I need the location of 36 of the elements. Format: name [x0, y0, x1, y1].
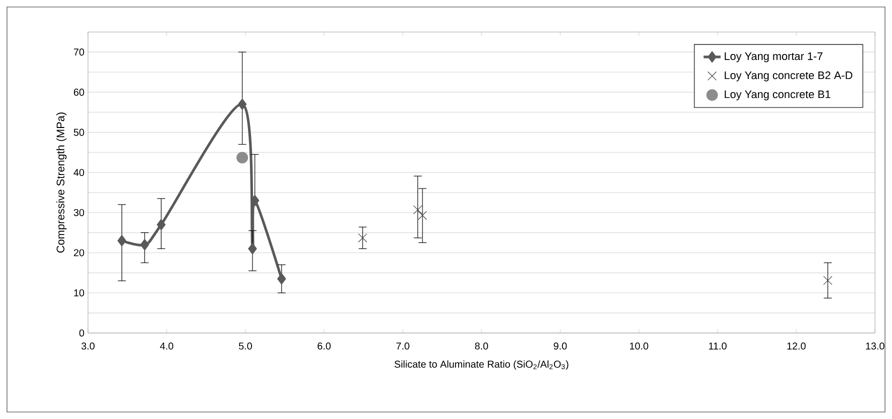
- point: [156, 218, 166, 230]
- point: [248, 242, 257, 254]
- point: [823, 276, 832, 285]
- y-tick-label: 50: [74, 128, 84, 136]
- point: [140, 238, 150, 250]
- x-tick-label: 10.0: [630, 342, 648, 350]
- x-axis-title: Silicate to Aluminate Ratio (SiO$_{2}$/Al$_{2}$O$_{3}$): [394, 360, 568, 370]
- y-tick-label: 0: [79, 329, 84, 337]
- point: [236, 152, 248, 164]
- x-tick-label: 6.0: [318, 342, 331, 350]
- y-tick-label: 20: [74, 249, 84, 256]
- x-tick-label: 3.0: [81, 342, 95, 350]
- x-tick-label: 13.0: [866, 342, 884, 350]
- point: [413, 205, 422, 214]
- y-tick-label: 40: [74, 168, 84, 176]
- point: [238, 98, 247, 110]
- y-tick-label: 10: [74, 289, 84, 296]
- x-tick-label: 8.0: [475, 342, 488, 350]
- point: [418, 210, 428, 220]
- y-tick-label: 60: [74, 88, 84, 96]
- point: [117, 234, 126, 246]
- x-tick-label: 4.0: [160, 342, 174, 350]
- x-tick-label: 9.0: [554, 342, 567, 350]
- y-tick-label: 30: [74, 209, 84, 216]
- legend-label: Loy Yang mortar 1-7: [724, 52, 822, 62]
- y-axis-title: Compressive Strength (MPa): [56, 112, 67, 253]
- legend-label: Loy Yang concrete B1: [724, 90, 830, 100]
- x-tick-label: 5.0: [238, 342, 252, 350]
- x-tick-label: 11.0: [709, 342, 727, 350]
- point: [277, 273, 286, 285]
- x-tick-label: 12.0: [787, 342, 806, 350]
- x-tick-label: 7.0: [396, 342, 410, 350]
- y-tick-label: 70: [74, 48, 84, 56]
- legend-label: Loy Yang concrete B2 A-D: [724, 71, 852, 82]
- point: [250, 194, 260, 206]
- point: [358, 233, 368, 242]
